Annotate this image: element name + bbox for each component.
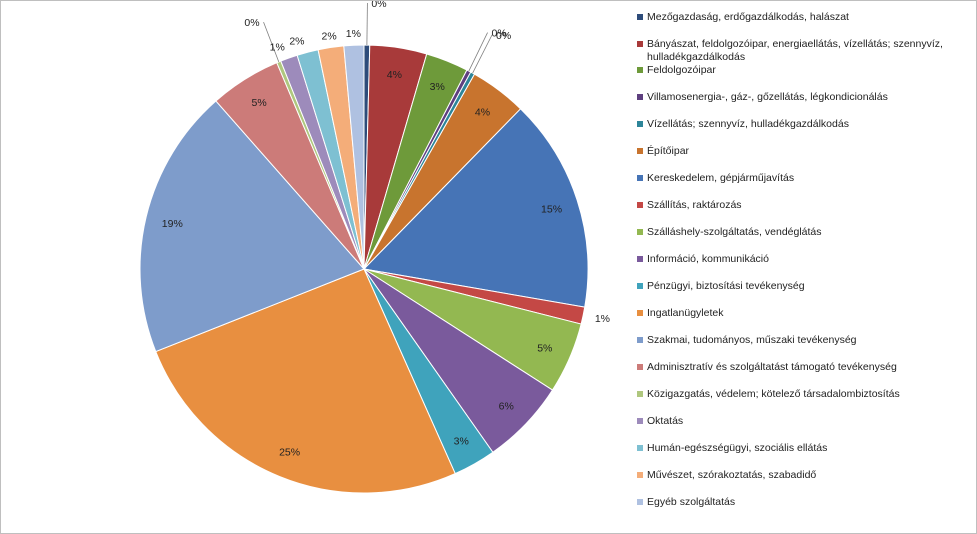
legend-swatch	[637, 121, 643, 127]
pie-slice	[362, 108, 589, 308]
data-label: 6%	[499, 400, 514, 412]
legend-swatch	[637, 229, 643, 235]
data-label: 2%	[322, 31, 337, 43]
legend-label: Feldolgozóipar	[647, 64, 716, 76]
data-label: 4%	[387, 69, 402, 81]
legend-label: Villamosenergia-, gáz-, gőzellátás, légk…	[647, 91, 888, 103]
legend-item: Humán-egészségügyi, szociális ellátás	[637, 442, 972, 455]
legend-item: Pénzügyi, biztosítási tevékenység	[637, 280, 972, 293]
data-label: 5%	[537, 343, 552, 355]
legend-swatch	[637, 418, 643, 424]
data-label: 3%	[430, 81, 445, 93]
data-label: 19%	[162, 218, 183, 230]
legend-label: Kereskedelem, gépjárműjavítás	[647, 172, 795, 184]
legend-swatch	[637, 175, 643, 181]
legend-item: Bányászat, feldolgozóipar, energiaellátá…	[637, 38, 972, 64]
legend-item: Villamosenergia-, gáz-, gőzellátás, légk…	[637, 91, 972, 104]
data-label: 0%	[244, 17, 259, 29]
legend-item: Ingatlanügyletek	[637, 307, 972, 320]
legend-swatch	[637, 499, 643, 505]
data-label: 0%	[492, 28, 507, 40]
legend-swatch	[637, 256, 643, 262]
legend-item: Építőipar	[637, 145, 972, 158]
data-label: 4%	[475, 106, 490, 118]
legend-item: Közigazgatás, védelem; kötelező társadal…	[637, 388, 972, 401]
legend-swatch	[637, 94, 643, 100]
data-label: 5%	[251, 97, 266, 109]
legend-item: Vízellátás; szennyvíz, hulladékgazdálkod…	[637, 118, 972, 131]
legend-label: Bányászat, feldolgozóipar, energiaellátá…	[647, 38, 943, 63]
legend-label: Humán-egészségügyi, szociális ellátás	[647, 442, 828, 454]
legend-label: Szakmai, tudományos, műszaki tevékenység	[647, 334, 857, 346]
data-label: 1%	[346, 28, 361, 40]
legend-label: Művészet, szórakoztatás, szabadidő	[647, 469, 817, 481]
data-label: 0%	[371, 1, 386, 10]
legend-item: Egyéb szolgáltatás	[637, 496, 972, 509]
legend-swatch	[637, 202, 643, 208]
legend-label: Építőipar	[647, 145, 690, 157]
legend-label: Szállítás, raktározás	[647, 199, 742, 211]
legend-item: Művészet, szórakoztatás, szabadidő	[637, 469, 972, 482]
legend-item: Feldolgozóipar	[637, 64, 972, 77]
legend-label: Egyéb szolgáltatás	[647, 496, 736, 508]
legend-swatch	[637, 283, 643, 289]
data-label: 2%	[289, 36, 304, 48]
leader-line	[472, 34, 493, 74]
legend-swatch	[637, 391, 643, 397]
legend-item: Adminisztratív és szolgáltatást támogató…	[637, 361, 972, 374]
legend-item: Szálláshely-szolgáltatás, vendéglátás	[637, 226, 972, 239]
legend-label: Ingatlanügyletek	[647, 307, 724, 319]
leader-line	[468, 32, 488, 72]
leader-line	[366, 3, 368, 46]
data-label: 1%	[595, 313, 610, 325]
data-label: 0%	[496, 30, 511, 42]
pie-slice	[343, 44, 365, 270]
data-label: 15%	[541, 203, 562, 215]
legend-swatch	[637, 41, 643, 47]
legend-item: Oktatás	[637, 415, 972, 428]
leader-line	[263, 21, 280, 62]
legend-swatch	[637, 14, 643, 20]
legend-label: Oktatás	[647, 415, 684, 427]
legend-swatch	[637, 67, 643, 73]
legend-item: Kereskedelem, gépjárműjavítás	[637, 172, 972, 185]
legend-label: Pénzügyi, biztosítási tevékenység	[647, 280, 805, 292]
legend-item: Szállítás, raktározás	[637, 199, 972, 212]
legend: Mezőgazdaság, erdőgazdálkodás, halászat B…	[637, 11, 972, 523]
legend-label: Információ, kommunikáció	[647, 253, 769, 265]
legend-swatch	[637, 310, 643, 316]
legend-item: Információ, kommunikáció	[637, 253, 972, 266]
legend-label: Szálláshely-szolgáltatás, vendéglátás	[647, 226, 822, 238]
pie-slice	[139, 100, 365, 353]
pie-chart: 0%4%3%0%0%4%15%1%5%6%3%25%19%5%0%1%2% 2% 1…	[139, 1, 610, 494]
legend-label: Közigazgatás, védelem; kötelező társadal…	[647, 388, 900, 400]
legend-label: Vízellátás; szennyvíz, hulladékgazdálkod…	[647, 118, 849, 130]
legend-swatch	[637, 472, 643, 478]
legend-item: Mezőgazdaság, erdőgazdálkodás, halászat	[637, 11, 972, 24]
pie-slice	[155, 268, 456, 494]
legend-swatch	[637, 148, 643, 154]
legend-swatch	[637, 337, 643, 343]
data-label: 1%	[270, 42, 285, 54]
legend-swatch	[637, 364, 643, 370]
data-label: 3%	[454, 435, 469, 447]
legend-label: Adminisztratív és szolgáltatást támogató…	[647, 361, 897, 373]
legend-swatch	[637, 445, 643, 451]
legend-item: Szakmai, tudományos, műszaki tevékenység	[637, 334, 972, 347]
data-label: 25%	[279, 447, 300, 459]
legend-label: Mezőgazdaság, erdőgazdálkodás, halászat	[647, 11, 849, 23]
